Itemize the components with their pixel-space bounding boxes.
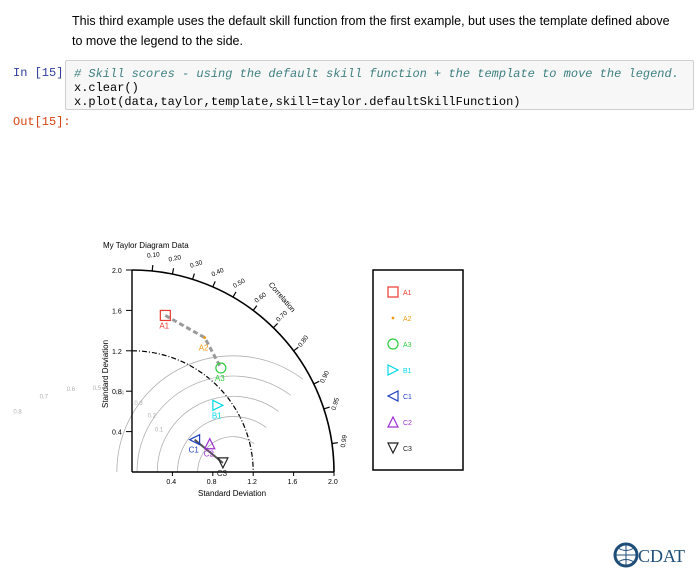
corr-tick-label: 0.95 — [330, 397, 341, 412]
legend-marker-a2 — [391, 316, 395, 320]
legend-label: C3 — [403, 446, 412, 453]
legend-label: B1 — [403, 368, 412, 375]
skill-label: 0.4 — [116, 391, 125, 397]
corr-tick — [232, 291, 237, 298]
corr-tick-label: 0.99 — [340, 434, 349, 448]
corr-tick-label: 0.90 — [319, 370, 331, 385]
skill-label: 0.6 — [67, 387, 76, 393]
input-prompt: In [15]: — [13, 66, 71, 80]
legend-label: A1 — [403, 290, 412, 297]
skill-contour — [197, 436, 255, 473]
chart-title: My Taylor Diagram Data — [103, 241, 189, 250]
corr-tick-label: 0.40 — [211, 267, 226, 279]
corr-tick — [331, 442, 339, 445]
corr-tick — [313, 380, 320, 385]
point-label: A2 — [199, 344, 209, 353]
x-tick-label: 0.8 — [207, 479, 217, 486]
y-tick-label: 0.4 — [112, 430, 122, 437]
skill-label: 0.3 — [134, 401, 143, 407]
legend-label: A2 — [403, 316, 412, 323]
point-label: B1 — [212, 411, 222, 420]
corr-tick — [192, 273, 195, 280]
data-point-c3 — [216, 457, 229, 470]
code-cell[interactable]: # Skill scores - using the default skill… — [65, 60, 694, 110]
corr-tick — [212, 281, 216, 288]
legend-marker-c3 — [387, 442, 399, 455]
data-point-a1 — [159, 309, 171, 322]
legend-marker-c1 — [386, 390, 399, 402]
point-label: A3 — [215, 374, 225, 383]
outer-arc — [131, 269, 335, 473]
data-point-a2 — [203, 336, 207, 340]
y-tick-label: 1.6 — [112, 308, 122, 315]
legend-label: C2 — [403, 420, 412, 427]
corr-tick — [323, 406, 330, 410]
y-tick-label: 1.2 — [112, 349, 122, 356]
point-label: C3 — [217, 469, 228, 478]
output-prompt: Out[15]: — [13, 115, 71, 129]
x-axis-label: Standard Deviation — [198, 489, 266, 498]
corr-axis-label: Correlation — [267, 280, 298, 314]
code-line-plot: x.plot(data,taylor,template,skill=taylor… — [74, 95, 521, 109]
corr-tick — [252, 305, 258, 311]
point-label: C2 — [204, 450, 215, 459]
y-tick-label: 0.8 — [112, 389, 122, 396]
cdat-logo: CDAT — [613, 542, 685, 568]
skill-label: 0.8 — [13, 409, 22, 415]
skill-contour — [177, 416, 267, 473]
x-tick-label: 1.6 — [288, 479, 298, 486]
legend-marker-b1 — [387, 364, 400, 376]
y-axis-label: Standard Deviation — [101, 340, 110, 408]
skill-contour — [116, 355, 303, 473]
corr-tick — [151, 264, 154, 272]
skill-label: 0.2 — [148, 413, 157, 419]
data-point-c1 — [188, 433, 201, 446]
x-tick-label: 2.0 — [328, 479, 338, 486]
legend-label: C1 — [403, 394, 412, 401]
corr-tick-label: 0.50 — [232, 277, 247, 290]
x-tick-label: 1.2 — [247, 479, 257, 486]
y-tick-label: 2.0 — [112, 268, 122, 275]
corr-tick — [171, 268, 175, 275]
legend-marker-a1 — [387, 286, 399, 298]
point-label: C1 — [189, 446, 200, 455]
trajectory-arrow — [164, 314, 223, 369]
corr-tick-label: 0.60 — [254, 291, 269, 304]
skill-contour — [136, 375, 291, 473]
skill-contour — [156, 395, 279, 473]
data-point-c2 — [203, 437, 216, 450]
legend-marker-c2 — [387, 415, 399, 428]
corr-tick-label: 0.70 — [275, 309, 289, 323]
plot-layer: 0.10.20.30.40.50.60.70.80.90.950.40.81.2… — [13, 251, 349, 486]
skill-label: 0.5 — [93, 386, 102, 392]
data-point-b1 — [212, 399, 225, 412]
reference-arc — [131, 350, 254, 473]
legend: A1 A2 A3 B1 C1 C2 C3 — [386, 286, 412, 455]
corr-tick — [293, 346, 299, 352]
logo-text: CDAT — [638, 546, 685, 566]
legend-box — [372, 269, 464, 471]
intro-paragraph: This third example uses the default skil… — [72, 14, 670, 48]
corr-tick-label: 0.10 — [147, 251, 161, 259]
data-point-a3 — [215, 362, 227, 374]
corr-tick-label: 0.80 — [297, 334, 310, 349]
skill-label: 0.7 — [40, 395, 49, 401]
x-tick-label: 0.4 — [166, 479, 176, 486]
corr-tick-label: 0.30 — [189, 259, 204, 270]
corr-tick-label: 0.20 — [168, 254, 182, 263]
code-line-comment: # Skill scores - using the default skill… — [74, 67, 679, 81]
legend-marker-a3 — [387, 338, 399, 350]
point-label: A1 — [159, 321, 169, 330]
corr-tick — [272, 323, 279, 329]
legend-label: A3 — [403, 342, 412, 349]
code-line-clear: x.clear() — [74, 81, 139, 95]
skill-label: 0.1 — [155, 428, 164, 434]
